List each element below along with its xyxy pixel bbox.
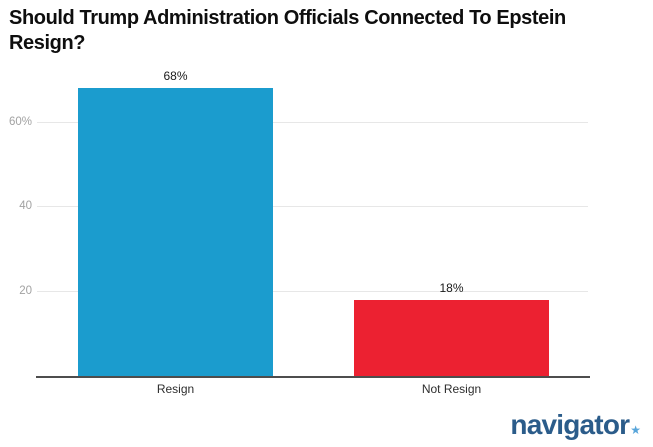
chart-title: Should Trump Administration Officials Co…	[9, 7, 566, 54]
y-tick-label-20: 20	[19, 285, 32, 297]
gridline-40	[37, 206, 588, 207]
y-tick-label-40: 40	[19, 200, 32, 212]
gridline-60	[37, 122, 588, 123]
bar-not-resign	[354, 300, 549, 376]
y-tick-label-60: 60%	[8, 116, 32, 128]
navigator-logo: navigator★	[510, 409, 641, 441]
logo-star-icon: ★	[630, 423, 641, 437]
x-axis-line	[36, 376, 590, 378]
bar-value-label-resign: 68%	[163, 69, 188, 83]
x-category-label-resign: Resign	[156, 382, 195, 396]
x-category-label-not-resign: Not Resign	[421, 382, 482, 396]
navigator-logo-text: navigator	[510, 409, 630, 440]
bar-value-label-not-resign: 18%	[439, 281, 464, 295]
gridline-20	[37, 291, 588, 292]
bar-resign	[78, 88, 273, 376]
